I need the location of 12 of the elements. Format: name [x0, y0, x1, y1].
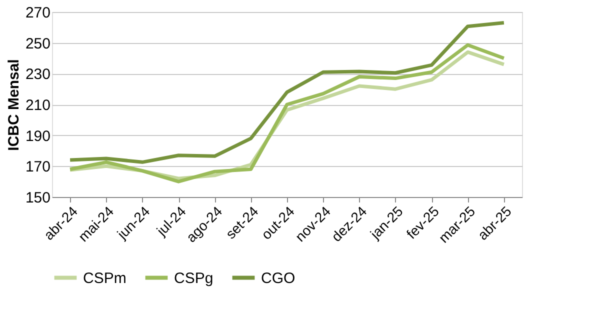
- y-tick-label: 250: [25, 35, 50, 52]
- y-axis-title: ICBC Mensal: [5, 59, 22, 151]
- y-tick-label: 230: [25, 66, 50, 84]
- y-tick-label: 150: [25, 190, 50, 206]
- legend-label: CSPm: [83, 270, 126, 287]
- line-series: [68, 21, 506, 164]
- y-tick-label: 170: [25, 158, 50, 176]
- legend-label: CGO: [261, 270, 296, 287]
- y-tick-label: 210: [25, 97, 50, 114]
- y-tick-label: 190: [25, 128, 50, 145]
- y-tick-label: 270: [25, 4, 50, 22]
- legend-label: CSPg: [174, 270, 214, 287]
